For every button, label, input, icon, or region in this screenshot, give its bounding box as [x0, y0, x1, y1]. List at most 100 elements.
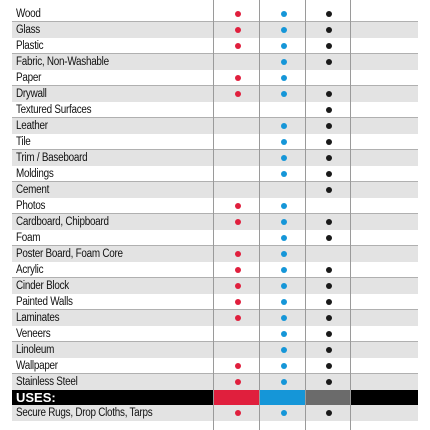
material-label: Veneers	[16, 327, 51, 340]
black-dot	[326, 187, 332, 193]
material-label: Foam	[16, 231, 41, 244]
red-dot	[235, 379, 241, 385]
column-divider	[305, 0, 306, 430]
blue-dot	[281, 43, 287, 49]
blue-dot	[281, 27, 287, 33]
material-row: Drywall	[12, 86, 418, 102]
material-row: Tile	[12, 134, 418, 150]
material-row: Foam	[12, 230, 418, 246]
black-dot	[326, 107, 332, 113]
blue-dot	[281, 267, 287, 273]
blue-dot	[281, 139, 287, 145]
uses-header-row: USES:	[12, 390, 418, 405]
black-header-cell	[306, 390, 350, 405]
material-label: Linoleum	[16, 344, 55, 356]
material-label: Moldings	[16, 167, 54, 180]
red-dot	[235, 363, 241, 369]
material-label: Plastic	[16, 39, 44, 52]
red-dot	[235, 299, 241, 305]
blue-dot	[281, 11, 287, 17]
blue-dot	[281, 75, 287, 81]
red-dot	[235, 283, 241, 289]
material-label: Fabric, Non-Washable	[16, 56, 109, 68]
material-row: Paper	[12, 70, 418, 86]
black-dot	[326, 347, 332, 353]
black-dot	[326, 267, 332, 273]
material-label: Glass	[16, 24, 40, 36]
use-label: Secure Rugs, Drop Cloths, Tarps	[16, 407, 153, 419]
blue-dot	[281, 283, 287, 289]
material-label: Paper	[16, 71, 42, 84]
blue-dot	[281, 251, 287, 257]
blue-dot	[281, 347, 287, 353]
blue-dot	[281, 363, 287, 369]
material-label: Acrylic	[16, 263, 44, 276]
red-dot	[235, 219, 241, 225]
material-row: Wood	[12, 6, 418, 22]
material-label: Cement	[16, 184, 50, 196]
uses-header: USES:	[16, 390, 56, 405]
material-row: Moldings	[12, 166, 418, 182]
material-row: Leather	[12, 118, 418, 134]
black-dot	[326, 283, 332, 289]
material-label: Trim / Baseboard	[16, 152, 88, 164]
material-row: Fabric, Non-Washable	[12, 54, 418, 70]
material-row: Poster Board, Foam Core	[12, 246, 418, 262]
material-row: Stainless Steel	[12, 374, 418, 390]
material-label: Cinder Block	[16, 280, 69, 292]
column-divider	[213, 0, 214, 430]
red-dot	[235, 43, 241, 49]
blue-dot	[281, 379, 287, 385]
material-label: Cardboard, Chipboard	[16, 216, 109, 228]
use-row: Secure Rugs, Drop Cloths, Tarps	[12, 405, 418, 421]
material-label: Wallpaper	[16, 359, 58, 372]
material-label: Painted Walls	[16, 295, 73, 308]
black-dot	[326, 59, 332, 65]
column-divider	[350, 0, 351, 430]
blue-dot	[281, 59, 287, 65]
material-row: Cinder Block	[12, 278, 418, 294]
red-dot	[235, 11, 241, 17]
blue-dot	[281, 219, 287, 225]
red-dot	[235, 75, 241, 81]
material-label: Textured Surfaces	[16, 103, 92, 116]
material-row: Glass	[12, 22, 418, 38]
black-dot	[326, 91, 332, 97]
black-dot	[326, 410, 332, 416]
blue-dot	[281, 299, 287, 305]
red-dot	[235, 203, 241, 209]
material-label: Wood	[16, 7, 41, 20]
material-label: Tile	[16, 135, 31, 148]
black-dot	[326, 219, 332, 225]
material-row: Cement	[12, 182, 418, 198]
material-row: Painted Walls	[12, 294, 418, 310]
material-row: Cardboard, Chipboard	[12, 214, 418, 230]
material-label: Stainless Steel	[16, 376, 78, 388]
red-dot	[235, 251, 241, 257]
black-dot	[326, 155, 332, 161]
black-dot	[326, 331, 332, 337]
material-row: Wallpaper	[12, 358, 418, 374]
black-dot	[326, 299, 332, 305]
blue-dot	[281, 123, 287, 129]
red-dot	[235, 267, 241, 273]
material-label: Poster Board, Foam Core	[16, 248, 123, 260]
black-dot	[326, 43, 332, 49]
material-row: Photos	[12, 198, 418, 214]
blue-dot	[281, 155, 287, 161]
blue-header-cell	[260, 390, 305, 405]
red-header-cell	[214, 390, 259, 405]
red-dot	[235, 315, 241, 321]
black-dot	[326, 363, 332, 369]
blue-dot	[281, 315, 287, 321]
material-row: Veneers	[12, 326, 418, 342]
blue-dot	[281, 203, 287, 209]
red-dot	[235, 91, 241, 97]
blue-dot	[281, 331, 287, 337]
blue-dot	[281, 91, 287, 97]
black-dot	[326, 171, 332, 177]
red-dot	[235, 410, 241, 416]
black-dot	[326, 235, 332, 241]
material-row: Textured Surfaces	[12, 102, 418, 118]
